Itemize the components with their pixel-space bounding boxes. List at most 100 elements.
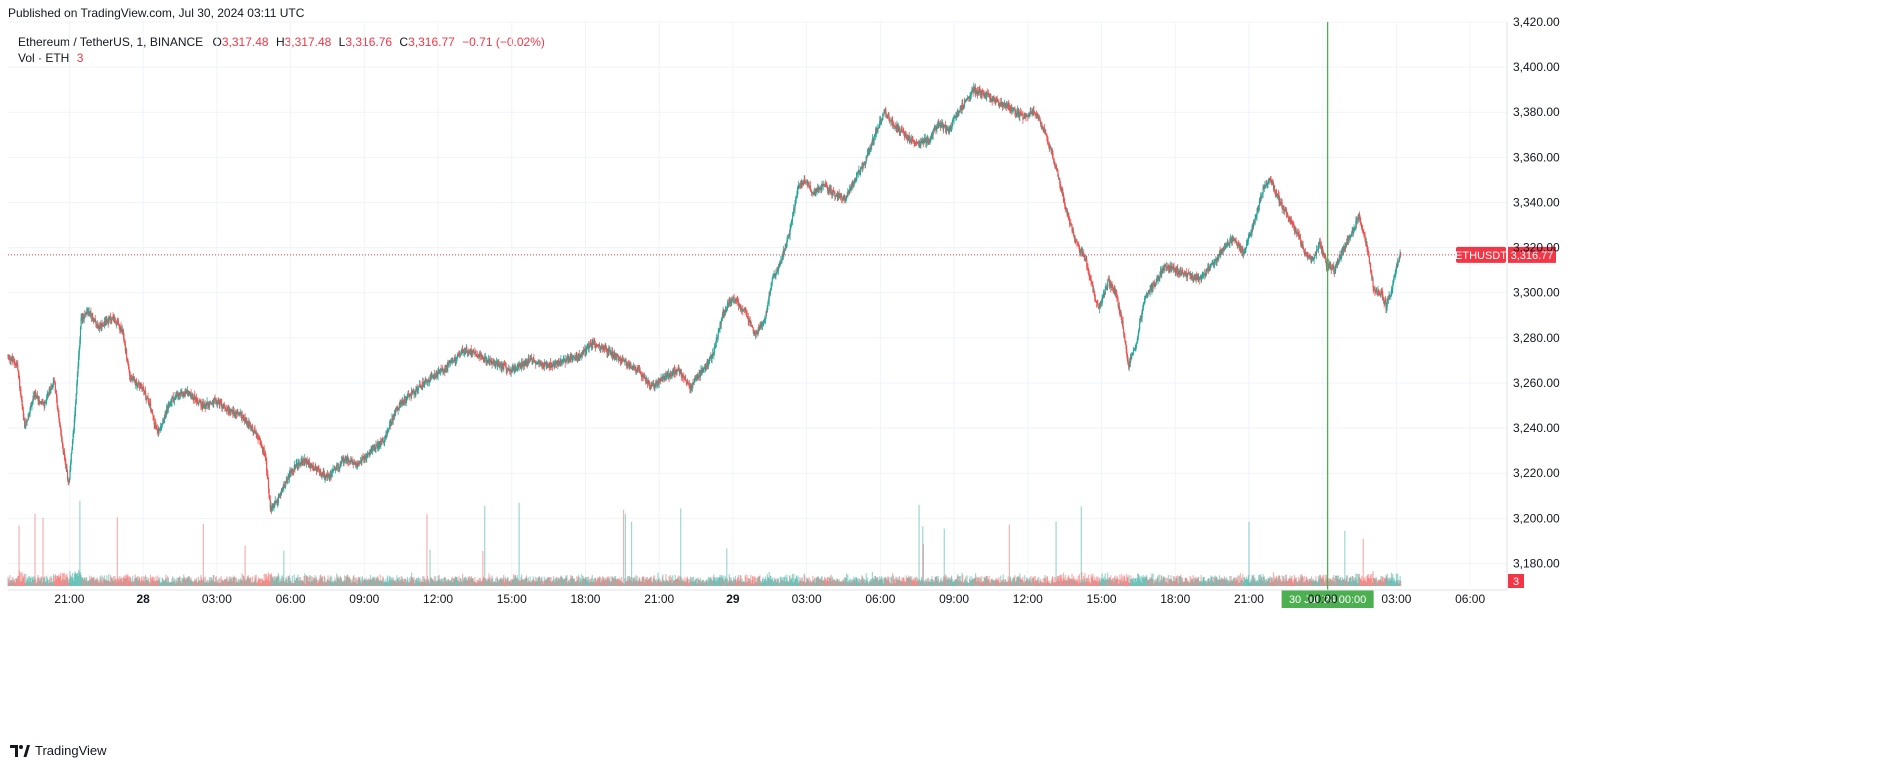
volume-bar [807,578,809,586]
candle-body [446,365,448,368]
candle-body [309,466,311,468]
volume-bar [811,580,813,586]
candle-body [390,422,392,426]
symbol-label[interactable]: Ethereum / TetherUS, 1, BINANCE [18,35,204,49]
candle-body [269,497,271,501]
volume-bar [420,579,422,586]
candle-body [62,448,64,454]
candle-body [421,387,423,389]
candle-body [553,364,555,366]
volume-bar [833,579,835,586]
volume-bar [24,582,26,586]
volume-bar [334,577,336,586]
candle-body [430,376,432,378]
candle-body [53,377,55,382]
candle-body [100,324,102,328]
volume-bar [1210,577,1213,586]
candle-body [192,397,194,399]
candle-body [15,364,17,366]
volume-bar [614,578,616,586]
volume-bar [167,575,169,586]
volume-bar [866,577,869,586]
volume-bar [919,579,921,586]
volume-bar [580,581,582,586]
volume-bar [579,577,581,586]
volume-bar [967,583,969,586]
volume-bar [970,580,972,586]
candle-body [794,203,796,210]
volume-bar [439,581,442,586]
volume-bar [1363,578,1365,586]
candle-body [399,401,402,407]
candle-body [828,187,830,191]
volume-bar [536,578,538,586]
candle-body [471,350,474,354]
candle-body [567,358,569,359]
volume-bar [1085,579,1087,586]
volume-bar [476,580,478,586]
volume-bar [1183,581,1186,586]
volume-bar [382,576,384,586]
volume-bar [867,581,869,586]
volume-bar [7,576,9,586]
candle-body [250,425,252,429]
volume-bar [916,581,918,586]
candle-body [637,369,639,372]
volume-bar [789,575,791,586]
candle-body [50,384,52,390]
volume-bar [793,581,795,586]
candle-body [761,324,763,326]
volume-bar [230,579,232,586]
volume-bar [132,582,134,586]
candle-body [152,415,155,419]
volume-bar [592,582,594,586]
volume-bar [1330,578,1332,586]
candle-body [504,364,506,366]
volume-bar [809,579,811,586]
volume-bar [884,577,886,586]
candle-body [105,320,107,325]
volume-bar [745,582,748,586]
volume-bar [632,577,635,586]
candle-body [313,469,315,471]
candle-body [551,365,553,367]
volume-bar [1136,578,1138,586]
candle-body [708,357,711,362]
volume-bar [706,579,708,586]
volume-bar [1323,574,1325,586]
volume-bar [1396,580,1398,586]
candle-body [66,466,68,472]
volume-bar [1202,577,1204,586]
volume-bar [1056,575,1058,586]
volume-bar [321,576,323,586]
candle-body [775,273,778,274]
volume-bar [249,577,251,586]
volume-bar [1076,581,1078,586]
volume-bar [240,579,243,586]
volume-bar [307,577,309,586]
open-value: 3,317.48 [221,35,269,49]
candle-body [193,395,195,400]
candle-body [102,322,104,324]
volume-bar [763,578,765,586]
volume-bar [135,577,137,586]
volume-bar [619,577,621,586]
volume-bar [672,575,674,586]
volume-bar [318,578,321,586]
volume-bar [1328,577,1331,586]
candle-body [635,369,637,373]
volume-bar [78,572,80,586]
candle-body [826,187,829,191]
candle-body [613,352,615,357]
volume-bar [168,582,171,586]
volume-bar [389,577,391,586]
volume-bar [616,578,619,586]
volume-bar [920,580,922,586]
volume-bar [313,578,315,586]
volume-bar [683,581,685,586]
candle-body [570,357,572,359]
candle-body [656,383,658,386]
volume-bar [982,581,985,586]
volume-label[interactable]: Vol · ETH [18,51,70,65]
